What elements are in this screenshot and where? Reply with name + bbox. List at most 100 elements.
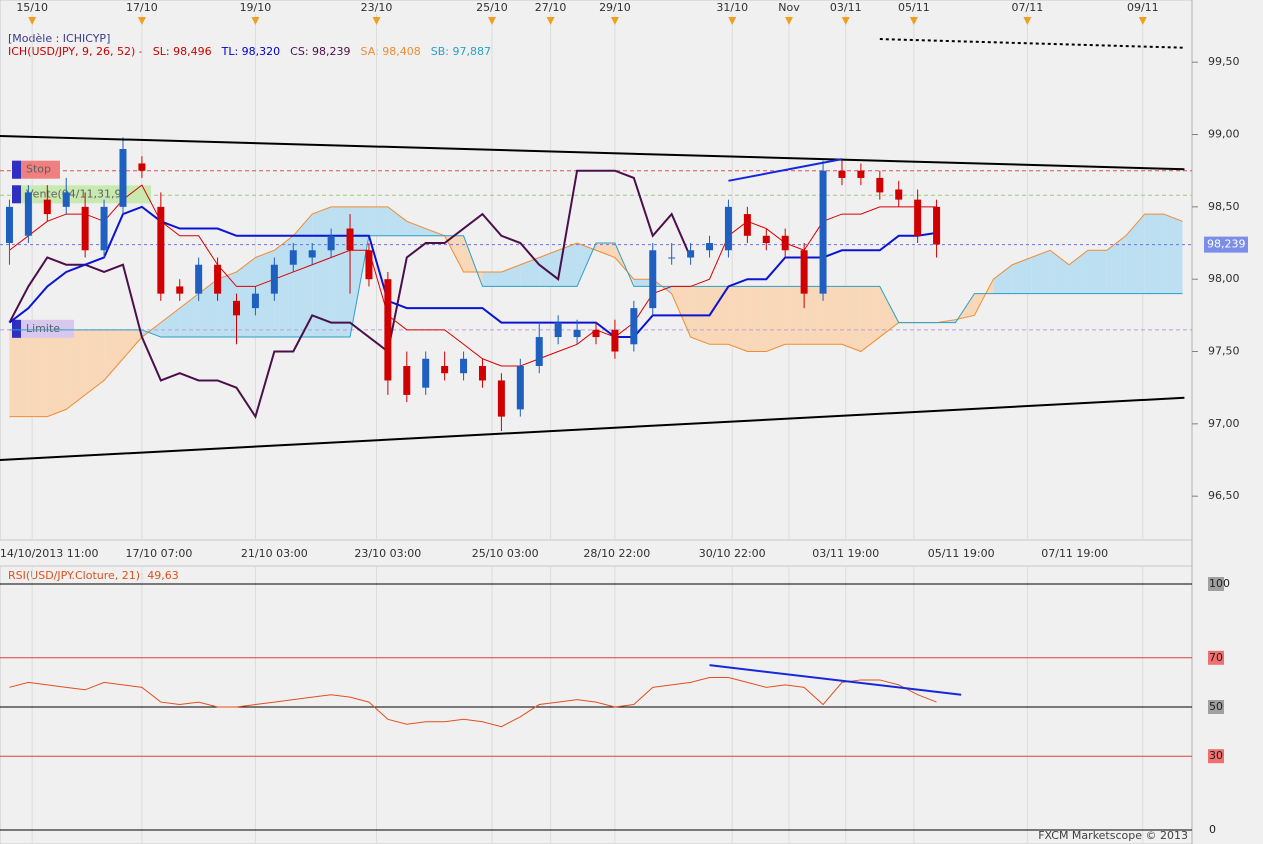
x-tick-label: 30/10 22:00 [699,547,766,560]
date-marker [372,17,381,25]
cloud [368,206,388,236]
legend: ICH(USD/JPY, 9, 26, 52) - SL: 98,496 TL: 9… [8,45,491,58]
candle-body [24,192,32,236]
candle-body [384,279,392,381]
order-tag-bg [12,185,151,204]
cloud [501,264,521,287]
top-date-label: 09/11 [1127,1,1159,14]
cloud [1106,235,1126,294]
candle-body [611,329,619,352]
cloud [1163,214,1183,294]
cloud [482,271,502,287]
candle-body [592,329,600,338]
candle-body [706,243,714,251]
footer: FXCM Marketscope © 2013 [1038,829,1188,842]
top-date-label: 27/10 [535,1,567,14]
span-a [9,206,1183,418]
candle-body [460,358,468,374]
cloud [633,279,653,287]
order-tag-mark [12,160,21,179]
legend-item: SL: 98,496 [153,45,212,58]
cloud [1125,214,1145,294]
candle-body [668,257,676,259]
candle-body [5,206,13,244]
candle-body [497,380,505,417]
candle-body [308,250,316,258]
x-tick-label: 14/10/2013 11:00 [0,547,98,560]
cloud [255,250,275,338]
cloud [785,286,805,345]
date-marker [546,17,555,25]
cloud [312,206,332,338]
legend-item: SA: 98,408 [361,45,421,58]
candle-body [251,293,259,309]
rsi-title: RSI(USD/JPY.Cloture, 21): 49,63 [8,569,179,582]
date-marker [909,17,918,25]
candle-body [895,189,903,200]
x-tick-label: 03/11 19:00 [812,547,879,560]
cloud [993,264,1013,294]
candle-body [403,365,411,395]
candle-body [195,264,203,294]
cloud [122,329,142,359]
candle-body [630,308,638,345]
cloud [387,206,407,236]
legend-item: TL: 98,320 [221,45,281,58]
cloud [331,206,351,338]
order-tag: Stop [12,160,60,179]
order-tag-label: Vente(04/11,31,9) [26,187,126,200]
date-marker [487,17,496,25]
cloud [539,250,559,287]
y-tick-label: 97,50 [1208,345,1240,358]
cloud [85,329,105,395]
cloud [66,329,86,410]
cloud [198,279,218,338]
rsi-tick-bg [1208,650,1224,665]
order-tag-bg [12,160,60,179]
rsi-trendline [709,664,962,696]
cloud [766,286,786,352]
date-marker [728,17,737,25]
cloud [671,286,691,338]
candle-body [327,235,335,251]
candle-body [365,250,373,280]
order-tag: Vente(04/11,31,9) [12,185,151,204]
candle-body [933,206,941,245]
candle-body [157,206,165,294]
date-marker [784,17,793,25]
cloud [1144,214,1164,294]
order-tag-label: Limite [26,322,60,335]
date-marker [28,17,37,25]
candle-body [346,228,354,251]
rsi-line [9,676,937,728]
date-marker [1023,17,1032,25]
candle-body [743,214,751,236]
date-marker [841,17,850,25]
date-marker [251,17,260,25]
candle-body [478,365,486,381]
top-date-label: 03/11 [830,1,862,14]
x-tick-label: 17/10 07:00 [125,547,192,560]
candle-body [119,148,127,207]
cloud [596,243,615,258]
y-tick-label: 98,50 [1208,200,1240,213]
top-date-label: 23/10 [361,1,393,14]
cloud [1087,250,1107,294]
span-b [9,235,1183,338]
candle-body [687,250,695,258]
cloud [520,257,540,287]
candle-body [422,358,430,388]
x-tick-label: 25/10 03:00 [472,547,539,560]
candle-body [289,250,297,265]
rsi-tick-label: 70 [1209,651,1223,664]
candle-body [781,235,789,251]
cloud [879,286,899,338]
candle-body [62,192,70,207]
legend-item: ICH(USD/JPY, 9, 26, 52) - [8,45,143,58]
order-tag: Limite [12,319,74,338]
candle-body [138,163,146,171]
candle-body [800,250,808,294]
candle-body [876,177,884,193]
top-date-label: Nov [778,1,800,14]
